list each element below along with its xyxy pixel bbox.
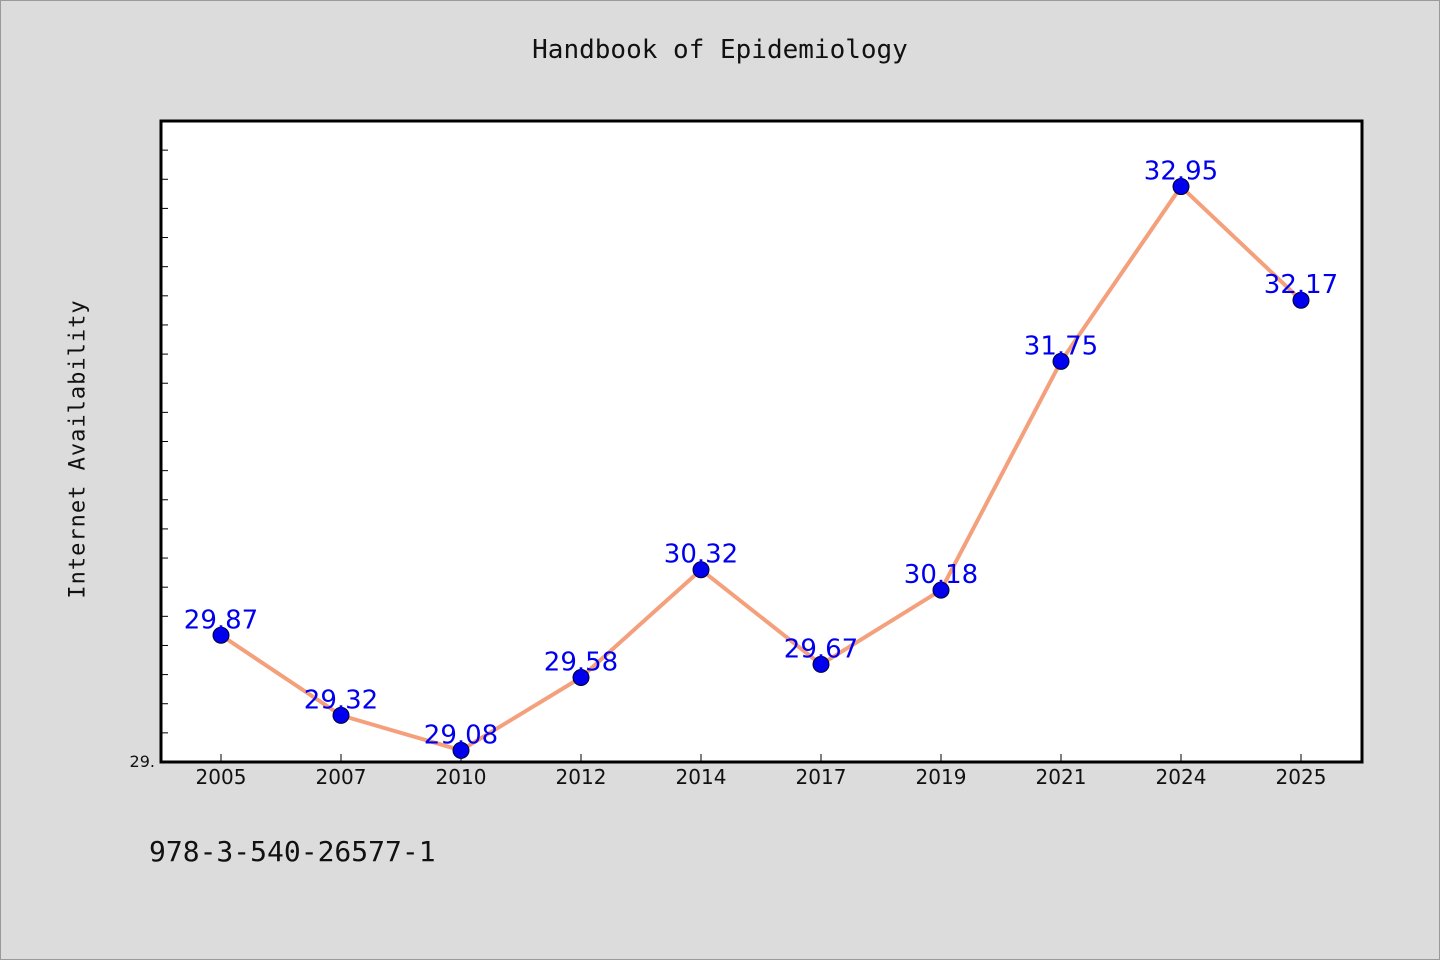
data-point — [1172, 178, 1190, 196]
x-tick-label: 2007 — [316, 765, 367, 789]
data-point — [452, 741, 470, 759]
x-tick-label: 2017 — [796, 765, 847, 789]
y-tick-label: 29. — [130, 752, 155, 771]
data-label: 29.87 — [184, 605, 258, 635]
data-label: 29.58 — [544, 648, 618, 678]
data-point — [212, 626, 230, 644]
data-point — [572, 669, 590, 687]
y-axis-ticks: 29. — [130, 149, 168, 771]
x-tick-label: 2012 — [556, 765, 607, 789]
x-tick-label: 2019 — [916, 765, 967, 789]
plot-area — [159, 119, 1364, 764]
x-tick-label: 2010 — [436, 765, 487, 789]
data-point — [932, 581, 950, 599]
data-label: 30.32 — [664, 540, 738, 570]
chart-title: Handbook of Epidemiology — [532, 35, 908, 65]
data-point — [692, 561, 710, 579]
data-label: 29.32 — [304, 685, 378, 715]
x-tick-label: 2014 — [676, 765, 727, 789]
data-point — [332, 706, 350, 724]
data-label: 31.75 — [1024, 331, 1098, 361]
series-layer: 29.87 29.32 29.08 29.58 30.32 29.67 30.18 31.75… — [184, 157, 1338, 759]
data-label: 32.95 — [1144, 157, 1218, 187]
isbn-text: 978-3-540-26577-1 — [149, 835, 436, 868]
x-tick-label: 2025 — [1276, 765, 1327, 789]
data-label: 32.17 — [1264, 270, 1338, 300]
data-point — [1052, 352, 1070, 370]
x-tick-label: 2024 — [1156, 765, 1207, 789]
x-tick-label: 2005 — [196, 765, 247, 789]
data-point — [812, 655, 830, 673]
x-axis-ticks: 2005 2007 2010 2012 2014 2017 2019 2021 2024 2025 — [196, 754, 1327, 789]
data-label: 29.08 — [424, 720, 498, 750]
data-point — [1292, 291, 1310, 309]
data-label: 29.67 — [784, 634, 858, 664]
x-tick-label: 2021 — [1036, 765, 1087, 789]
data-label: 30.18 — [904, 560, 978, 590]
series-line — [219, 184, 1303, 753]
